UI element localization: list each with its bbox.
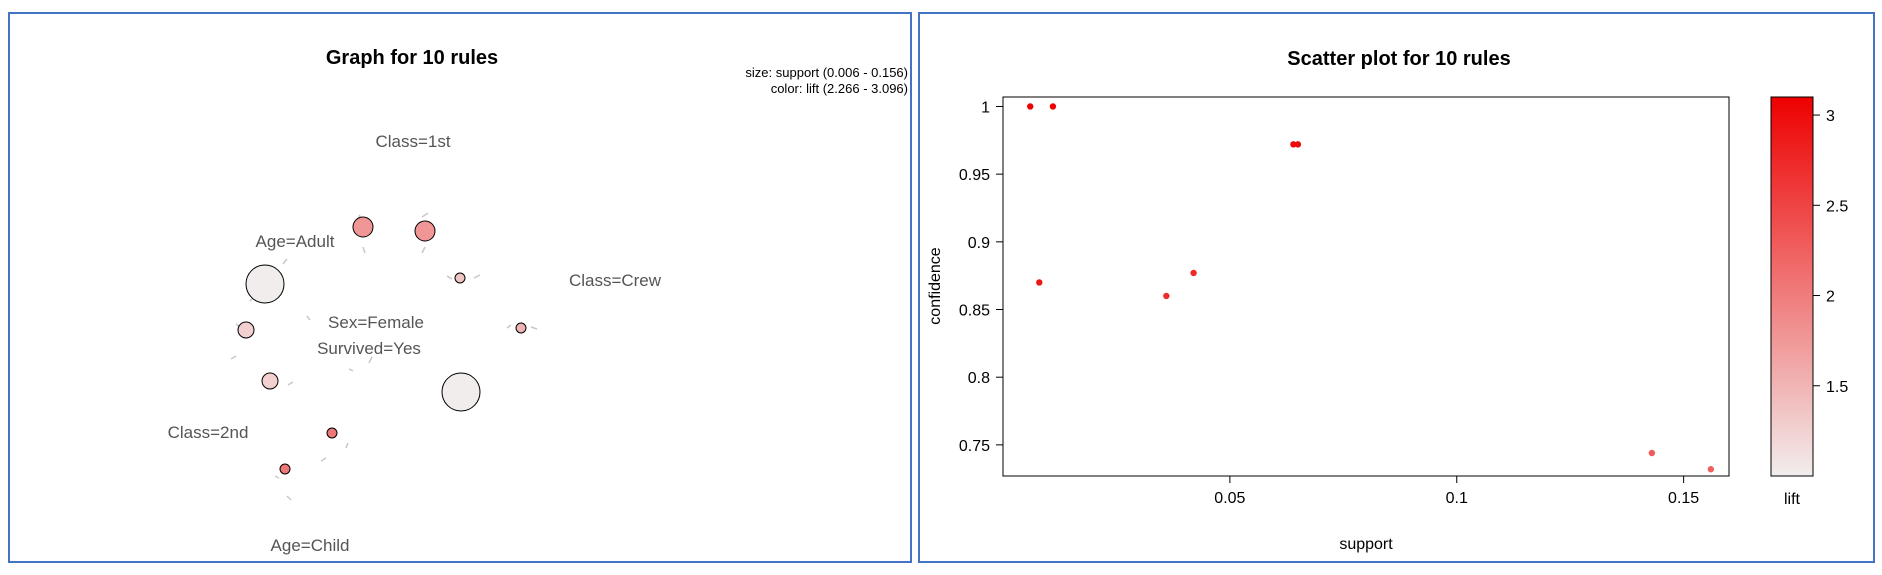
scatter-canvas: Scatter plot for 10 rules 0.05 0.1 0.15 0.… bbox=[927, 48, 1848, 553]
colorbar-tick-label: 2.5 bbox=[1826, 198, 1848, 215]
y-axis-title: confidence bbox=[927, 247, 944, 324]
graph-size-legend: size: support (0.006 - 0.156) bbox=[745, 65, 908, 80]
colorbar-tick-label: 1.5 bbox=[1826, 379, 1848, 396]
colorbar-label: lift bbox=[1784, 491, 1801, 508]
x-axis: 0.05 0.1 0.15 bbox=[1214, 476, 1699, 507]
edge-stub bbox=[421, 246, 426, 254]
edge-stub bbox=[306, 315, 311, 321]
scatter-title: Scatter plot for 10 rules bbox=[1287, 48, 1510, 70]
scatter-point bbox=[1163, 292, 1170, 300]
rule-nodes bbox=[237, 216, 527, 475]
scatter-point bbox=[1290, 141, 1297, 148]
item-label-class-2nd: Class=2nd bbox=[168, 423, 249, 442]
scatter-point bbox=[1294, 141, 1302, 148]
item-label-sex-female: Sex=Female bbox=[328, 313, 424, 332]
scatter-points bbox=[1027, 103, 1715, 473]
item-label-class-1st: Class=1st bbox=[375, 132, 450, 151]
rule-node bbox=[245, 264, 285, 304]
item-label-class-crew: Class=Crew bbox=[569, 271, 662, 290]
y-tick-label: 0.8 bbox=[968, 370, 990, 387]
rule-node bbox=[515, 322, 527, 334]
edge-stub bbox=[348, 356, 373, 372]
colorbar-tick-label: 2 bbox=[1826, 289, 1835, 306]
colorbar-ticks: 1.5 2 2.5 3 bbox=[1813, 108, 1848, 396]
x-tick-label: 0.05 bbox=[1214, 490, 1245, 507]
edge-stub bbox=[320, 442, 349, 462]
rule-node bbox=[454, 272, 466, 284]
graph-title: Graph for 10 rules bbox=[326, 47, 498, 69]
scatter-point bbox=[1190, 269, 1197, 277]
rule-node bbox=[352, 216, 374, 238]
y-tick-label: 0.85 bbox=[959, 303, 990, 320]
edge-stub bbox=[506, 324, 538, 330]
item-label-survived-yes: Survived=Yes bbox=[317, 339, 421, 358]
y-tick-label: 1 bbox=[981, 99, 990, 116]
scatter-point bbox=[1707, 466, 1715, 473]
scatter-point bbox=[1648, 449, 1656, 457]
rule-node bbox=[261, 372, 279, 390]
plot-frame bbox=[1002, 96, 1730, 477]
lift-colorbar bbox=[1770, 96, 1814, 477]
y-axis: 0.75 0.8 0.85 0.9 0.95 1 bbox=[959, 99, 1003, 455]
y-tick-label: 0.9 bbox=[968, 235, 990, 252]
x-tick-label: 0.1 bbox=[1446, 490, 1468, 507]
colorbar-tick-label: 3 bbox=[1826, 108, 1835, 125]
edge-stub bbox=[362, 246, 366, 254]
edge-stub bbox=[287, 381, 294, 386]
scatter-point bbox=[1036, 279, 1043, 286]
item-label-age-child: Age=Child bbox=[271, 536, 350, 555]
scatter-point bbox=[1049, 103, 1057, 110]
edge-stub bbox=[274, 475, 292, 501]
scatter-point bbox=[1027, 103, 1034, 110]
rule-node bbox=[326, 427, 338, 439]
item-label-age-adult: Age=Adult bbox=[256, 232, 335, 251]
rule-node bbox=[237, 321, 255, 339]
y-tick-label: 0.75 bbox=[959, 438, 990, 455]
graph-color-legend: color: lift (2.266 - 3.096) bbox=[771, 81, 908, 96]
edge-stub bbox=[282, 258, 288, 265]
graph-canvas: Graph for 10 rules size: support (0.006 … bbox=[168, 47, 908, 555]
x-axis-title: support bbox=[1339, 536, 1393, 553]
rule-node bbox=[441, 372, 481, 412]
edge-stub bbox=[421, 212, 429, 218]
rule-node bbox=[279, 463, 291, 475]
x-tick-label: 0.15 bbox=[1668, 490, 1699, 507]
rule-node bbox=[414, 220, 436, 242]
edge-stub bbox=[446, 274, 481, 280]
y-tick-label: 0.95 bbox=[959, 167, 990, 184]
graph-panel: Graph for 10 rules size: support (0.006 … bbox=[8, 12, 912, 563]
scatter-panel: Scatter plot for 10 rules 0.05 0.1 0.15 0.… bbox=[918, 12, 1875, 563]
